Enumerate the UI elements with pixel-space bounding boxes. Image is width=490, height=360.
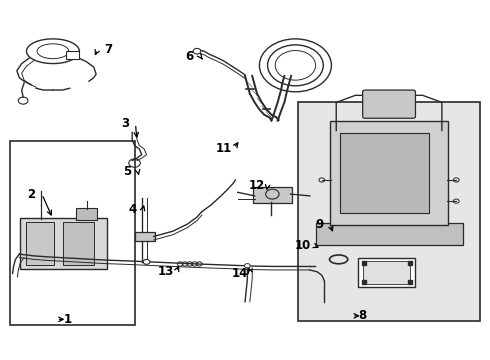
FancyBboxPatch shape	[316, 223, 463, 244]
FancyBboxPatch shape	[363, 261, 410, 284]
Text: 9: 9	[315, 217, 323, 231]
Text: 1: 1	[63, 313, 72, 326]
Circle shape	[193, 48, 201, 54]
FancyBboxPatch shape	[135, 231, 155, 241]
Text: 14: 14	[232, 267, 248, 280]
Text: 10: 10	[294, 239, 311, 252]
FancyBboxPatch shape	[63, 222, 94, 265]
Text: 5: 5	[123, 165, 131, 178]
FancyBboxPatch shape	[253, 187, 292, 203]
FancyBboxPatch shape	[298, 102, 480, 321]
FancyBboxPatch shape	[76, 208, 97, 220]
Text: 6: 6	[186, 50, 194, 63]
FancyBboxPatch shape	[10, 141, 135, 325]
Text: 2: 2	[27, 188, 35, 201]
FancyBboxPatch shape	[25, 222, 54, 265]
Text: 11: 11	[215, 142, 231, 155]
FancyBboxPatch shape	[363, 90, 416, 118]
FancyBboxPatch shape	[330, 121, 448, 225]
Text: 13: 13	[158, 265, 174, 278]
FancyBboxPatch shape	[358, 258, 415, 287]
FancyBboxPatch shape	[340, 133, 429, 213]
FancyBboxPatch shape	[20, 218, 107, 269]
Text: 7: 7	[104, 43, 112, 56]
Text: 12: 12	[249, 179, 265, 192]
Text: 4: 4	[128, 203, 136, 216]
Circle shape	[143, 259, 150, 264]
Circle shape	[245, 264, 250, 268]
Text: 3: 3	[121, 117, 129, 130]
Text: 8: 8	[359, 309, 367, 322]
FancyBboxPatch shape	[66, 51, 79, 59]
